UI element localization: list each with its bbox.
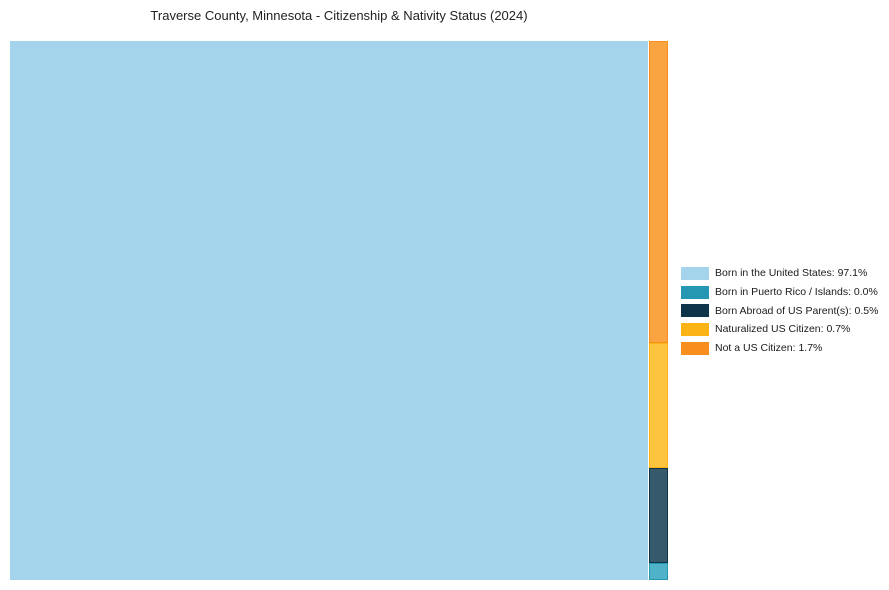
legend: Born in the United States: 97.1% Born in … (681, 264, 878, 357)
treemap-tile-born-abroad-of-us-parent-s[interactable] (649, 468, 668, 563)
legend-item-born-in-the-united-states[interactable]: Born in the United States: 97.1% (681, 264, 878, 283)
legend-item-not-a-us-citizen[interactable]: Not a US Citizen: 1.7% (681, 339, 878, 358)
treemap-tile-naturalized-us-citizen[interactable] (649, 343, 668, 468)
chart-title: Traverse County, Minnesota - Citizenship… (150, 8, 528, 23)
treemap-tile-born-in-the-united-states[interactable] (10, 41, 648, 580)
treemap-tile-not-a-us-citizen[interactable] (649, 41, 668, 343)
legend-swatch-born-in-puerto-rico-islands (681, 285, 709, 299)
legend-item-born-abroad-of-us-parent-s[interactable]: Born Abroad of US Parent(s): 0.5% (681, 301, 878, 320)
legend-swatch-naturalized-us-citizen (681, 322, 709, 336)
legend-label: Naturalized US Citizen: 0.7% (715, 323, 851, 336)
legend-label: Born in the United States: 97.1% (715, 267, 868, 280)
legend-swatch-born-abroad-of-us-parent-s (681, 304, 709, 318)
treemap-plot (10, 41, 668, 580)
legend-label: Born Abroad of US Parent(s): 0.5% (715, 304, 879, 317)
legend-swatch-born-in-the-united-states (681, 266, 709, 280)
treemap-minor-column (649, 41, 668, 580)
treemap-tile-born-in-puerto-rico-islands[interactable] (649, 563, 668, 580)
legend-swatch-not-a-us-citizen (681, 341, 709, 355)
legend-label: Born in Puerto Rico / Islands: 0.0% (715, 286, 878, 299)
legend-item-born-in-puerto-rico-islands[interactable]: Born in Puerto Rico / Islands: 0.0% (681, 283, 878, 302)
legend-label: Not a US Citizen: 1.7% (715, 342, 823, 355)
legend-item-naturalized-us-citizen[interactable]: Naturalized US Citizen: 0.7% (681, 320, 878, 339)
